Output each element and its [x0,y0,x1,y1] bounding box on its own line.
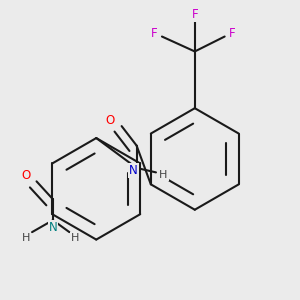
Text: H: H [71,233,80,243]
Text: F: F [191,8,198,21]
Text: F: F [229,27,236,40]
Text: O: O [105,114,114,127]
Text: H: H [22,233,30,243]
Text: N: N [49,221,57,234]
Text: H: H [159,170,168,180]
Text: O: O [22,169,31,182]
Text: N: N [129,164,138,177]
Text: F: F [151,27,158,40]
